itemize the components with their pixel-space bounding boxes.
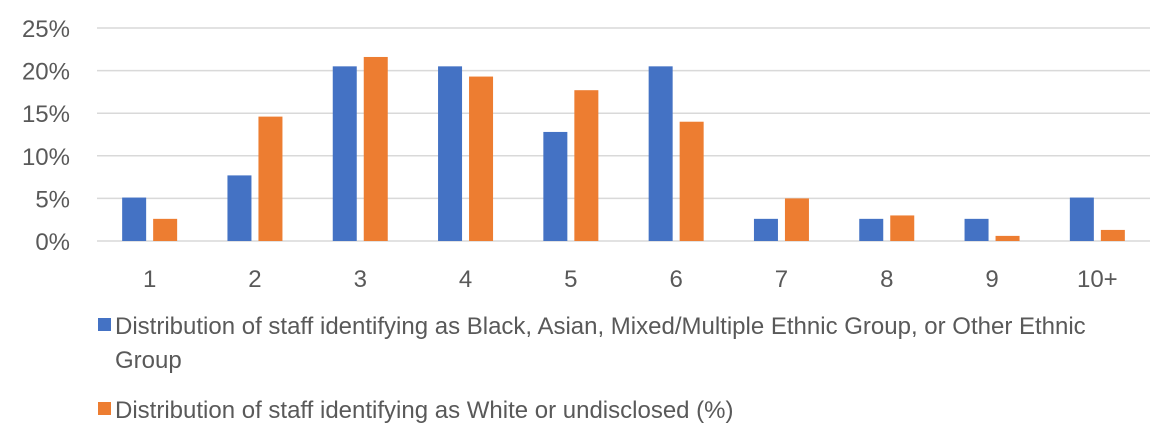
x-tick-label-4: 4 xyxy=(459,266,472,293)
legend: Distribution of staff identifying as Bla… xyxy=(98,310,1148,444)
y-tick-label-5: 25% xyxy=(22,16,70,43)
bar-series-2-7 xyxy=(784,198,809,241)
x-tick-label-8: 8 xyxy=(880,266,893,293)
bar-series-2-4 xyxy=(469,76,494,242)
x-tick-label-10+: 10+ xyxy=(1077,266,1118,293)
bar-series-1-2 xyxy=(227,175,252,241)
bar-series-2-10+ xyxy=(1100,229,1125,241)
x-tick-label-1: 1 xyxy=(143,266,156,293)
x-tick-label-9: 9 xyxy=(985,266,998,293)
gridlines xyxy=(97,27,1150,242)
bar-series-2-2 xyxy=(258,116,283,241)
y-axis-ticks: 0% 5% 10% 15% 20% 25% xyxy=(22,16,70,256)
legend-swatch-series-2 xyxy=(98,402,111,415)
bar-series-1-3 xyxy=(332,66,357,241)
bar-series-1-1 xyxy=(122,197,147,241)
bar-series-1-6 xyxy=(648,66,673,241)
legend-label-series-2: Distribution of staff identifying as Whi… xyxy=(115,397,734,424)
x-tick-label-5: 5 xyxy=(564,266,577,293)
legend-swatch-series-1 xyxy=(98,318,111,331)
legend-label-series-1: Distribution of staff identifying as Bla… xyxy=(115,313,1086,374)
bar-series-2-6 xyxy=(679,121,704,241)
bar-series-2-8 xyxy=(890,215,915,241)
x-tick-label-3: 3 xyxy=(354,266,367,293)
legend-item-series-2: Distribution of staff identifying as Whi… xyxy=(98,394,1148,428)
bar-series-1-4 xyxy=(438,66,463,241)
x-axis-ticks: 1 2 3 4 5 6 7 8 9 10+ xyxy=(143,266,1118,293)
bar-series-2-3 xyxy=(363,56,388,241)
bars xyxy=(122,56,1125,242)
x-tick-label-6: 6 xyxy=(669,266,682,293)
bar-series-2-9 xyxy=(995,235,1020,241)
bar-series-1-7 xyxy=(753,218,778,241)
y-tick-label-1: 5% xyxy=(35,186,70,213)
y-tick-label-3: 15% xyxy=(22,101,70,128)
x-tick-label-2: 2 xyxy=(248,266,261,293)
y-tick-label-0: 0% xyxy=(35,229,70,256)
bar-series-1-9 xyxy=(964,218,989,241)
bar-series-1-5 xyxy=(543,131,568,241)
bar-chart: 0% 5% 10% 15% 20% 25% 1 2 3 4 5 6 7 8 9 10+ xyxy=(22,16,1150,293)
bar-series-1-10+ xyxy=(1069,197,1094,241)
y-tick-label-2: 10% xyxy=(22,144,70,171)
x-tick-label-7: 7 xyxy=(775,266,788,293)
bar-series-2-1 xyxy=(153,218,178,241)
bar-series-1-8 xyxy=(859,218,884,241)
legend-item-series-1: Distribution of staff identifying as Bla… xyxy=(98,310,1148,378)
bar-series-2-5 xyxy=(574,90,599,241)
y-tick-label-4: 20% xyxy=(22,59,70,86)
